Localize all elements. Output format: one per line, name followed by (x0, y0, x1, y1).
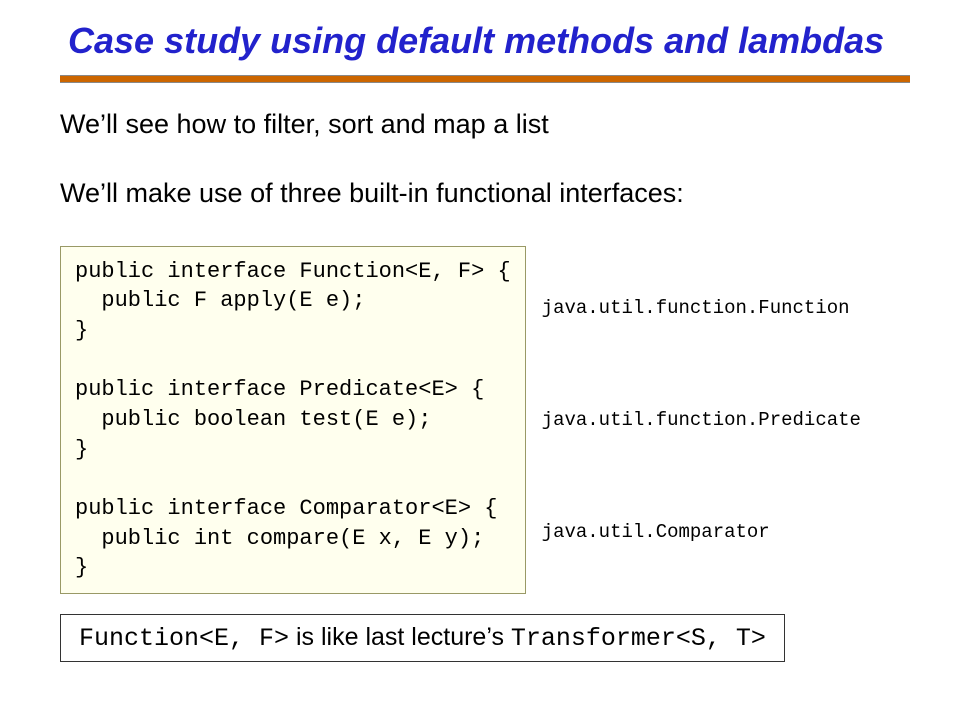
divider-rule (60, 75, 910, 83)
package-column: java.util.function.Function java.util.fu… (542, 246, 861, 595)
footnote-mono-1: Function<E, F> (79, 624, 289, 653)
body-paragraph-1: We’ll see how to filter, sort and map a … (60, 107, 910, 142)
package-function: java.util.function.Function (542, 297, 861, 319)
slide-title: Case study using default methods and lam… (60, 20, 910, 61)
package-comparator: java.util.Comparator (542, 521, 861, 543)
footnote-mono-2: Transformer<S, T> (511, 624, 766, 653)
footnote-box: Function<E, F> is like last lecture’s Tr… (60, 614, 785, 662)
package-predicate: java.util.function.Predicate (542, 409, 861, 431)
body-paragraph-2: We’ll make use of three built-in functio… (60, 176, 910, 211)
code-block: public interface Function<E, F> { public… (60, 246, 526, 595)
slide-content: Case study using default methods and lam… (0, 0, 960, 682)
interfaces-row: public interface Function<E, F> { public… (60, 246, 910, 595)
footnote-mid: is like last lecture’s (289, 623, 511, 651)
